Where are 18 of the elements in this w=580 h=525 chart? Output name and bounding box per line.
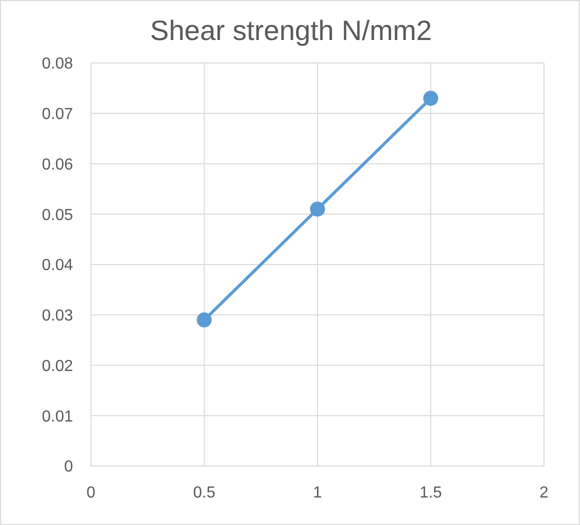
y-tick-label: 0.05: [42, 206, 74, 224]
x-tick-label: 0: [86, 484, 96, 502]
y-tick-label: 0.07: [42, 106, 74, 124]
point: [196, 312, 212, 328]
x-tick-label: 0.5: [193, 484, 216, 502]
x-tick-label: 1: [313, 484, 322, 502]
point: [310, 202, 325, 217]
chart-title: Shear strength N/mm2: [149, 15, 433, 47]
y-tick-label: 0.02: [42, 358, 74, 375]
y-tick-label: 0.06: [42, 156, 74, 174]
y-tick-label: 0.04: [42, 257, 74, 274]
y-tick-label: 0.08: [42, 56, 74, 73]
point: [423, 90, 438, 106]
y-tick-label: 0: [64, 458, 74, 476]
x-tick-label: 1.5: [420, 484, 442, 502]
x-tick-label: 2: [540, 484, 549, 502]
y-tick-label: 0.01: [42, 408, 74, 426]
y-tick-label: 0.03: [42, 308, 74, 325]
